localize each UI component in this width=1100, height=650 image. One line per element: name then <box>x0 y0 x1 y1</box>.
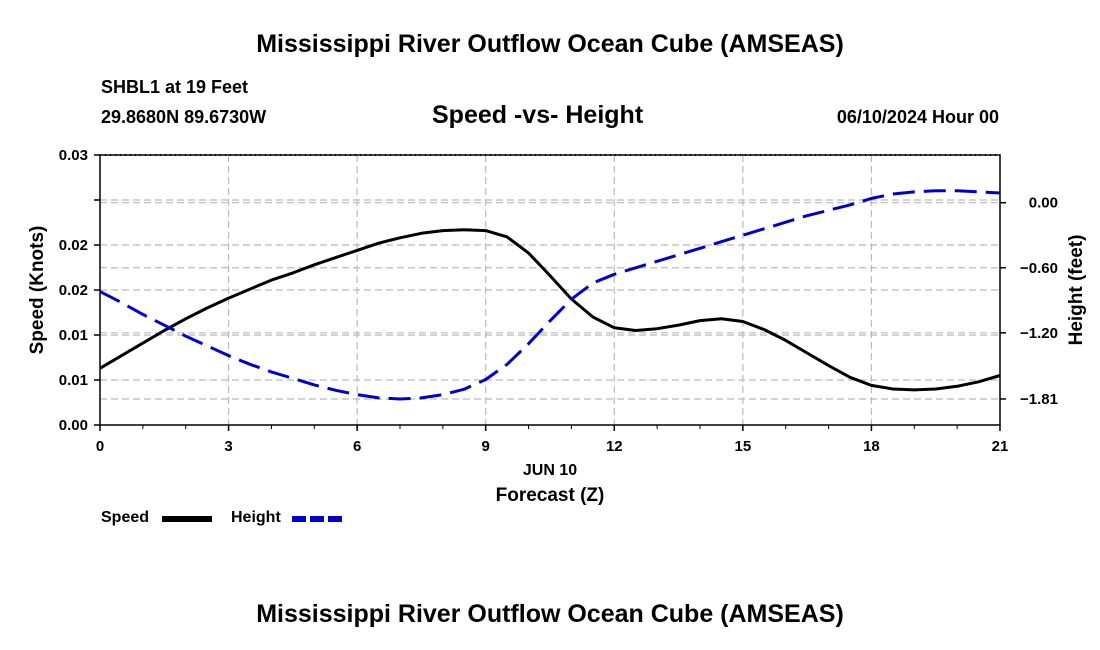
x-tick-label-1: 3 <box>224 438 232 455</box>
chart-subtitle: Speed -vs- Height <box>432 101 644 129</box>
y-left-axis-label: Speed (Knots) <box>27 226 48 355</box>
y-left-tick-label-1: 0.01 <box>59 372 88 389</box>
legend-speed-label: Speed <box>101 509 150 526</box>
series-height-line <box>99 189 1001 401</box>
y-left-tick-label-4: 0.02 <box>59 237 88 254</box>
y-left-tick-label-0: 0.00 <box>59 417 88 434</box>
legend-height-label: Height <box>231 509 281 526</box>
x-axis-date-label: JUN 10 <box>523 462 577 479</box>
coordinates-label: 29.8680N 89.6730W <box>101 107 267 127</box>
x-tick-label-0: 0 <box>96 438 104 455</box>
y-right-axis-label: Height (feet) <box>1066 235 1087 346</box>
x-tick-label-7: 21 <box>992 438 1009 455</box>
series-speed-line <box>99 228 1001 392</box>
chart-title: Mississippi River Outflow Ocean Cube (AM… <box>256 30 844 58</box>
y-left-tick-label-3: 0.02 <box>59 282 88 299</box>
y-right-tick-label-1: −0.60 <box>1020 260 1058 277</box>
x-axis-label: Forecast (Z) <box>496 485 605 506</box>
x-tick-label-6: 18 <box>863 438 880 455</box>
forecast-datetime: 06/10/2024 Hour 00 <box>836 107 999 127</box>
chart-title-repeat: Mississippi River Outflow Ocean Cube (AM… <box>256 600 844 628</box>
x-tick-label-3: 9 <box>482 438 490 455</box>
y-right-tick-label-3: −1.81 <box>1020 391 1058 408</box>
x-tick-label-2: 6 <box>353 438 361 455</box>
station-label: SHBL1 at 19 Feet <box>101 77 249 97</box>
y-right-tick-label-0: 0.00 <box>1029 195 1058 212</box>
x-tick-label-5: 15 <box>735 438 752 455</box>
y-right-tick-label-2: −1.20 <box>1020 325 1058 342</box>
x-tick-label-4: 12 <box>606 438 623 455</box>
y-left-tick-label-2: 0.01 <box>59 327 88 344</box>
y-left-tick-label-5: 0.03 <box>59 147 88 164</box>
